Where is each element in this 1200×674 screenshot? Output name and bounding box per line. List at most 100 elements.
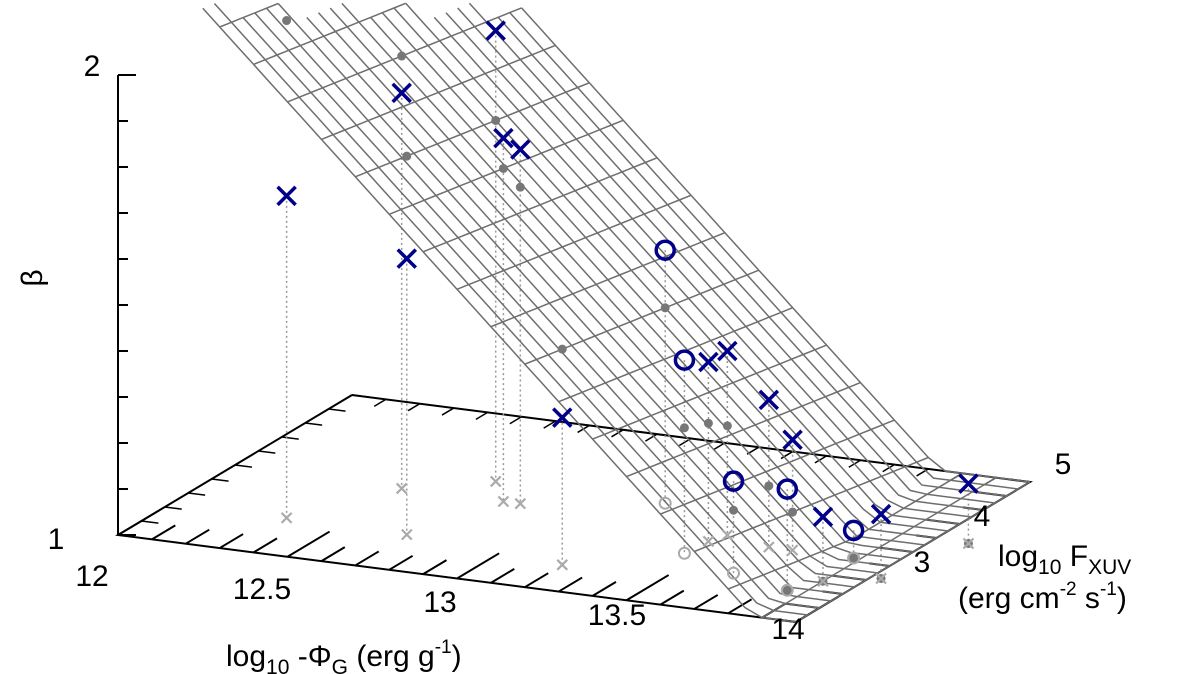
- x-tick: [219, 533, 244, 549]
- data-circle-marker: [654, 239, 676, 261]
- surface-point: [849, 553, 859, 563]
- x-tick-back: [441, 407, 455, 416]
- data-circle-marker: [776, 478, 799, 500]
- surface-line-y: [490, 232, 726, 328]
- surface-point: [782, 585, 792, 595]
- surface-line-x: [329, 7, 890, 567]
- y-tick-back: [351, 394, 370, 398]
- surface-line-y: [592, 344, 827, 440]
- surface-line-x: [341, 2, 902, 560]
- y-tick-label-5: 5: [1055, 448, 1072, 481]
- base-cross-marker: [702, 535, 715, 548]
- x-tick-back: [543, 420, 556, 429]
- x-tick: [625, 574, 670, 602]
- surface-line-x: [433, 16, 960, 525]
- surface-line-y: [219, 2, 279, 28]
- y-tick-label-4: 4: [974, 500, 991, 533]
- surface-line-x: [254, 12, 832, 602]
- y-axis-label-line2: (erg cm-2 s-1): [958, 579, 1127, 615]
- surface-line-x: [457, 7, 984, 511]
- data-cross-marker: [870, 503, 892, 525]
- y-tick-back: [234, 464, 253, 468]
- surface-line-y: [422, 157, 658, 253]
- base-cross-marker: [817, 575, 829, 588]
- data-cross-marker: [510, 139, 531, 160]
- surface-line-x: [509, 12, 1019, 490]
- x-tick-back: [916, 468, 929, 477]
- data-cross-marker: [758, 389, 780, 411]
- z-tick-label-1: 1: [48, 523, 65, 556]
- surface-point: [729, 505, 739, 515]
- surface-line-y: [660, 419, 895, 515]
- x-tick-label-13-5: 13.5: [588, 599, 646, 632]
- surface-point: [282, 16, 292, 26]
- data-cross-marker: [493, 127, 514, 149]
- surface-point: [722, 421, 732, 431]
- surface-line-x: [277, 2, 855, 588]
- surface-point: [660, 303, 670, 313]
- base-cross-marker: [763, 541, 775, 553]
- surface-point: [498, 163, 508, 173]
- data-cross-marker: [552, 407, 573, 428]
- base-cross-marker: [875, 572, 887, 585]
- x-tick: [151, 524, 176, 541]
- x-tick-label-13: 13: [423, 586, 456, 619]
- surface-point: [491, 115, 501, 125]
- data-cross-marker: [698, 351, 719, 373]
- x-tick-back: [373, 398, 387, 407]
- base-cross-marker: [395, 482, 408, 495]
- x-tick: [727, 598, 753, 615]
- surface-line-y: [321, 44, 556, 141]
- base-circle-marker: [780, 583, 794, 597]
- surface-line-y: [761, 476, 997, 619]
- x-tick-back: [712, 442, 726, 451]
- y-tick-back: [328, 408, 346, 412]
- surface-line-y: [355, 82, 590, 178]
- base-circle-marker: [658, 496, 672, 510]
- data-circle-marker: [722, 470, 745, 492]
- fit-surface: [202, 2, 1031, 623]
- base-cross-marker: [962, 537, 975, 550]
- base-cross-marker: [489, 475, 502, 488]
- data-cross-marker: [717, 340, 738, 362]
- x-tick: [558, 576, 583, 593]
- y-tick-label-3: 3: [914, 546, 931, 579]
- y-tick-back: [188, 492, 206, 496]
- surface-line-x: [497, 16, 1007, 497]
- data-cross-marker: [276, 185, 297, 207]
- z-tick-label-2: 2: [84, 50, 101, 83]
- x-tick-label-14: 14: [771, 613, 804, 646]
- surface-point: [679, 423, 689, 433]
- surface-point: [764, 481, 774, 491]
- y-axis-label-line1: log10 FXUV: [998, 540, 1131, 579]
- projection-lines: [285, 30, 970, 591]
- base-cross-marker: [280, 512, 293, 524]
- x-tick: [117, 508, 161, 536]
- x-tick: [253, 537, 278, 554]
- x-tick-back: [645, 433, 658, 442]
- x-tick-back: [339, 394, 353, 403]
- base-cross-marker: [497, 495, 510, 508]
- x-tick: [693, 594, 719, 610]
- x-tick: [286, 530, 331, 558]
- surface-line-y: [694, 456, 929, 553]
- x-tick: [524, 572, 549, 589]
- surface-line-x: [265, 7, 843, 595]
- x-axis-label: log10 -ΦG (erg g-1): [226, 637, 462, 674]
- surface-point: [788, 507, 798, 517]
- base-cross-marker: [514, 497, 527, 510]
- base-cross-marker: [721, 529, 734, 541]
- surface-line-x: [317, 12, 878, 574]
- data-cross-marker: [958, 473, 979, 494]
- base-cross-marker: [786, 544, 799, 556]
- base-cross-marker: [556, 559, 569, 571]
- surface-line-y: [727, 472, 963, 590]
- x-tick: [490, 567, 515, 584]
- surface-line-x: [213, 2, 808, 616]
- surface-point: [397, 51, 407, 61]
- y-tick-back: [305, 422, 323, 426]
- y-tick-back: [117, 534, 136, 538]
- data-cross-marker: [391, 82, 412, 104]
- z-axis-label: β: [16, 269, 49, 286]
